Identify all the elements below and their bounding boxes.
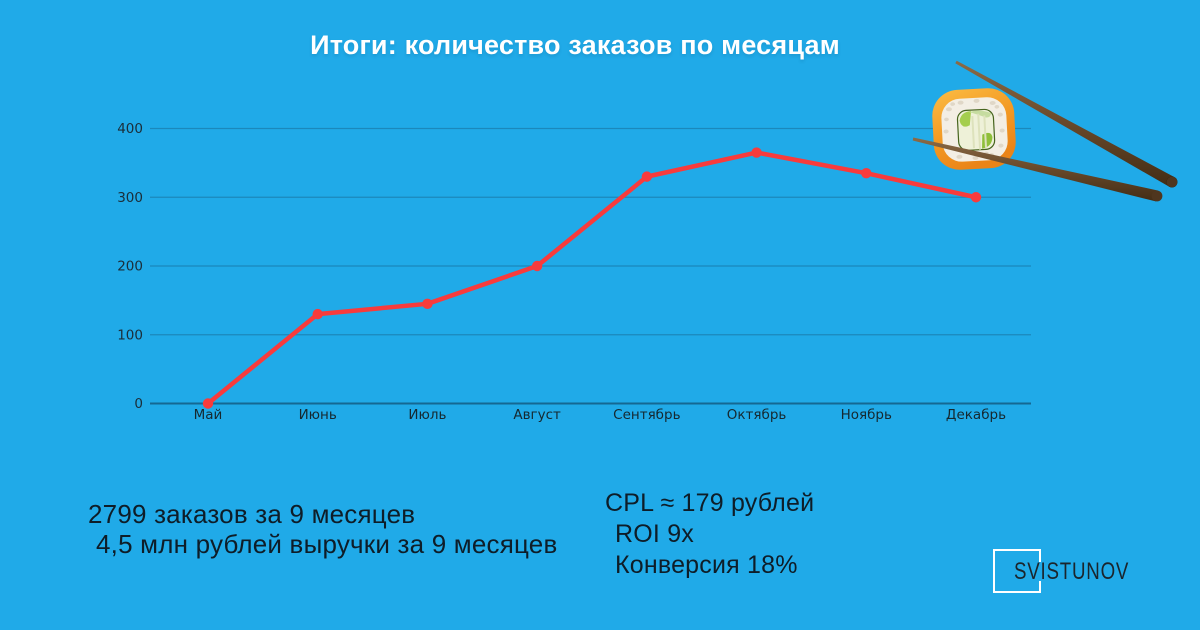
x-tick-label: Октябрь <box>727 407 787 423</box>
roi-text: ROI 9x <box>615 520 694 548</box>
chopstick-icon <box>912 137 1163 202</box>
sushi-chopsticks-illustration <box>912 60 1178 202</box>
y-tick-label: 400 <box>117 121 143 137</box>
data-point-marker <box>641 171 653 182</box>
y-tick-label: 0 <box>134 396 143 412</box>
logo-frame <box>993 549 1041 593</box>
summary-stats-right: CPL ≈ 179 рублей ROI 9x Конверсия 18% <box>605 488 814 581</box>
data-point-marker <box>422 298 433 310</box>
x-tick-label: Август <box>513 407 561 423</box>
data-point-marker <box>312 308 323 320</box>
x-tick-label: Сентябрь <box>613 407 680 423</box>
summary-stats-left: 2799 заказов за 9 месяцев 4,5 млн рублей… <box>88 499 557 559</box>
page-title: Итоги: количество заказов по месяцам <box>310 30 840 60</box>
orders-series-line <box>205 150 979 406</box>
conversion-text: Конверсия 18% <box>615 551 798 579</box>
cpl-text: CPL ≈ 179 рублей <box>605 489 815 517</box>
x-tick-label: Май <box>194 407 223 423</box>
y-tick-label: 100 <box>117 327 143 343</box>
chopstick-icon <box>955 60 1178 188</box>
data-point-marker <box>970 192 982 203</box>
revenue-total-text: 4,5 млн рублей выручки за 9 месяцев <box>96 529 558 559</box>
data-point-marker <box>531 260 543 272</box>
logo-wordmark: SVISTUNOV <box>1014 558 1130 585</box>
x-tick-label: Ноябрь <box>841 407 892 423</box>
data-point-marker <box>751 147 762 158</box>
x-tick-label: Декабрь <box>946 407 1006 423</box>
y-tick-label: 200 <box>117 259 143 275</box>
y-tick-label: 300 <box>117 190 143 206</box>
data-point-marker <box>202 398 214 409</box>
x-tick-label: Июль <box>408 407 446 423</box>
data-point-marker <box>861 167 872 179</box>
orders-total-text: 2799 заказов за 9 месяцев <box>88 499 416 529</box>
x-tick-label: Июнь <box>299 407 337 423</box>
